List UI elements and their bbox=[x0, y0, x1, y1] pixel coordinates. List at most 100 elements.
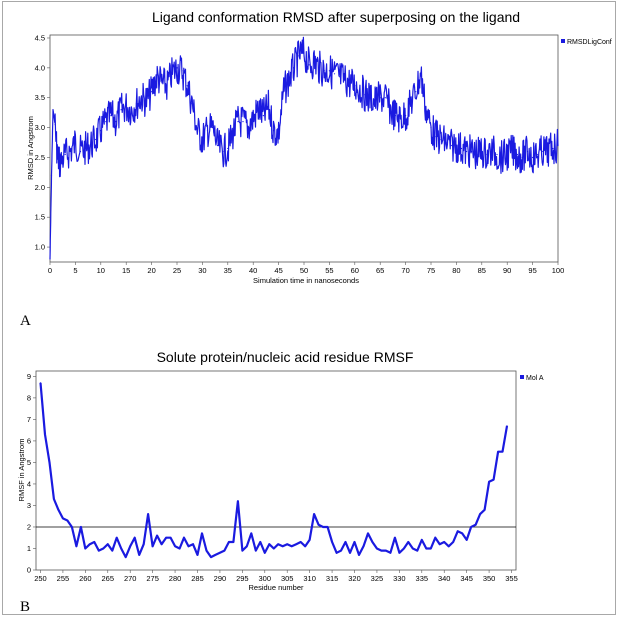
b-data-point bbox=[470, 526, 472, 528]
b-data-point bbox=[403, 547, 405, 550]
a-y-tick-label: 3.5 bbox=[35, 93, 45, 102]
b-data-point bbox=[331, 541, 333, 543]
b-x-tick-label: 260 bbox=[79, 574, 92, 583]
b-data-point bbox=[156, 535, 158, 537]
a-data-point bbox=[394, 115, 396, 117]
b-data-point bbox=[425, 547, 427, 550]
a-data-point bbox=[186, 85, 188, 87]
b-x-tick-label: 275 bbox=[146, 574, 159, 583]
a-data-point bbox=[90, 144, 92, 147]
a-data-point bbox=[191, 103, 193, 105]
a-y-tick-label: 4.5 bbox=[35, 33, 45, 42]
b-y-tick-label: 1 bbox=[27, 544, 31, 553]
b-data-point bbox=[313, 513, 315, 515]
a-x-tick-label: 95 bbox=[528, 266, 536, 275]
a-data-point bbox=[74, 141, 76, 144]
a-data-point bbox=[166, 85, 168, 87]
b-data-point bbox=[475, 524, 477, 526]
a-data-point bbox=[328, 70, 330, 72]
a-data-point bbox=[344, 79, 346, 81]
a-data-point bbox=[278, 133, 280, 135]
a-x-tick-label: 75 bbox=[427, 266, 435, 275]
b-data-point bbox=[179, 547, 181, 550]
b-y-tick-label: 7 bbox=[27, 415, 31, 424]
a-data-point bbox=[384, 97, 386, 99]
a-data-point bbox=[481, 150, 483, 153]
b-data-point bbox=[116, 537, 118, 539]
b-data-point bbox=[421, 539, 423, 541]
rmsf-x-axis-label: Residue number bbox=[248, 583, 304, 592]
a-y-tick-label: 1.0 bbox=[35, 243, 45, 252]
b-x-tick-label: 330 bbox=[393, 574, 406, 583]
b-data-point bbox=[394, 537, 396, 539]
b-data-point bbox=[120, 547, 122, 550]
a-data-point bbox=[379, 97, 381, 99]
panel-label-a: A bbox=[20, 313, 31, 329]
a-data-point bbox=[181, 70, 183, 72]
rmsd-legend-swatch bbox=[561, 39, 565, 43]
b-data-point bbox=[210, 556, 212, 558]
a-data-point bbox=[247, 127, 249, 129]
b-y-tick-label: 8 bbox=[27, 393, 31, 402]
a-data-point bbox=[52, 109, 54, 111]
a-data-point bbox=[120, 109, 122, 111]
a-x-tick-label: 65 bbox=[376, 266, 384, 275]
a-data-point bbox=[125, 106, 127, 108]
b-data-point bbox=[353, 541, 356, 543]
b-x-tick-label: 305 bbox=[281, 574, 294, 583]
b-y-tick-label: 9 bbox=[27, 372, 31, 381]
rmsd-chart-title: Ligand conformation RMSD after superposi… bbox=[152, 9, 520, 25]
a-data-point bbox=[349, 82, 351, 84]
b-x-tick-label: 355 bbox=[505, 574, 518, 583]
a-data-point bbox=[293, 67, 295, 69]
rmsd-x-axis-label: Simulation time in nanoseconds bbox=[253, 276, 359, 285]
a-data-point bbox=[405, 115, 407, 117]
b-data-point bbox=[327, 526, 329, 528]
a-x-tick-label: 30 bbox=[198, 266, 206, 275]
rmsf-legend-label: Mol A bbox=[526, 375, 544, 382]
a-x-tick-label: 80 bbox=[452, 266, 460, 275]
b-data-point bbox=[457, 530, 459, 532]
b-data-point bbox=[71, 526, 73, 528]
a-x-tick-label: 55 bbox=[325, 266, 333, 275]
a-x-tick-label: 40 bbox=[249, 266, 257, 275]
a-data-point bbox=[303, 52, 305, 54]
b-data-point bbox=[84, 547, 86, 550]
a-data-point bbox=[516, 153, 519, 156]
b-data-point bbox=[336, 552, 338, 554]
a-data-point bbox=[196, 130, 198, 132]
b-x-tick-label: 345 bbox=[460, 574, 473, 583]
b-data-point bbox=[223, 550, 225, 552]
b-data-point bbox=[80, 526, 82, 528]
b-data-point bbox=[430, 547, 432, 550]
a-data-point bbox=[59, 162, 61, 164]
a-data-point bbox=[288, 79, 290, 81]
b-y-tick-label: 6 bbox=[27, 436, 31, 445]
a-data-point bbox=[64, 153, 66, 156]
b-data-point bbox=[493, 479, 495, 481]
b-data-point bbox=[367, 532, 369, 535]
b-data-point bbox=[371, 541, 373, 543]
b-x-tick-label: 340 bbox=[438, 574, 451, 583]
b-data-point bbox=[183, 537, 185, 539]
a-data-point bbox=[410, 103, 412, 105]
a-data-point bbox=[57, 156, 59, 159]
b-data-point bbox=[129, 545, 131, 547]
a-data-point bbox=[466, 150, 468, 153]
a-y-tick-label: 4.0 bbox=[35, 63, 45, 72]
b-data-point bbox=[309, 539, 311, 541]
a-data-point bbox=[526, 150, 529, 153]
b-data-point bbox=[147, 513, 149, 515]
b-x-tick-label: 300 bbox=[259, 574, 272, 583]
panel-label-b: B bbox=[20, 599, 30, 615]
b-data-point bbox=[385, 550, 387, 552]
a-data-point bbox=[232, 133, 234, 135]
a-data-point bbox=[262, 115, 264, 117]
a-data-point bbox=[272, 130, 275, 132]
b-data-point bbox=[286, 543, 288, 545]
a-data-point bbox=[115, 121, 117, 123]
b-x-tick-label: 250 bbox=[34, 574, 47, 583]
a-data-point bbox=[445, 141, 447, 144]
b-x-tick-label: 335 bbox=[416, 574, 429, 583]
